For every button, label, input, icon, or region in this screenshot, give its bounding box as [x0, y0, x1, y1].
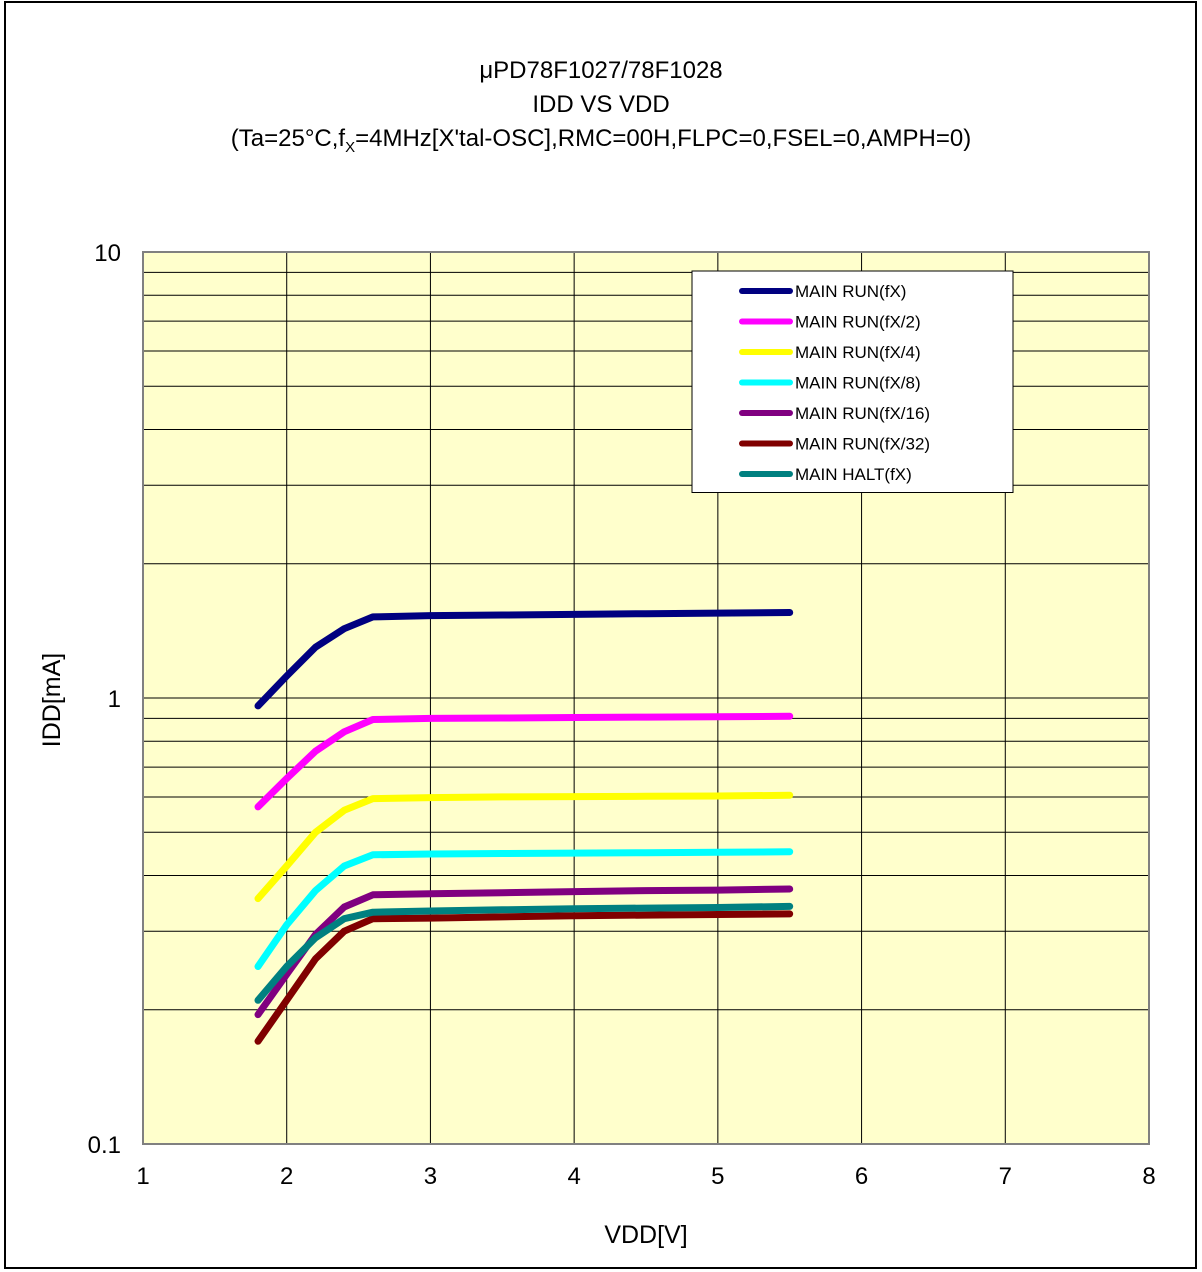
x-tick-label: 6: [855, 1163, 868, 1190]
conditions-prefix: (Ta=25°C,f: [230, 125, 346, 152]
conditions-subscript: X: [345, 139, 356, 156]
x-tick-label: 1: [136, 1163, 149, 1190]
x-tick-label: 2: [280, 1163, 293, 1190]
legend-label: MAIN HALT(fX): [795, 465, 912, 484]
x-tick-label: 7: [999, 1163, 1012, 1190]
x-axis-ticks: 1 2 3 4 5 6 7 8: [136, 1163, 1155, 1190]
y-tick-label: 1: [108, 686, 121, 713]
conditions-suffix: =4MHz[X'tal-OSC],RMC=00H,FLPC=0,FSEL=0,A…: [355, 125, 972, 152]
y-tick-label: 0.1: [88, 1132, 121, 1159]
legend-label: MAIN RUN(fX): [795, 282, 906, 301]
legend-label: MAIN RUN(fX/32): [795, 435, 930, 454]
x-tick-label: 3: [424, 1163, 437, 1190]
legend-label: MAIN RUN(fX/8): [795, 374, 921, 393]
legend-label: MAIN RUN(fX/4): [795, 343, 921, 362]
series-line-2: [254, 712, 794, 811]
legend: MAIN RUN(fX) MAIN RUN(fX/2) MAIN RUN(fX/4)…: [691, 270, 1014, 493]
y-axis-label: IDD[mA]: [38, 653, 66, 747]
series-line-6: [254, 910, 794, 1045]
x-tick-label: 4: [567, 1163, 580, 1190]
plot-border: [142, 251, 1150, 1145]
chart-subtitle: IDD VS VDD: [532, 91, 670, 118]
chart-conditions: (Ta=25°C,fX=4MHz[X'tal-OSC],RMC=00H,FLPC…: [0, 125, 1202, 156]
series-line-3: [254, 791, 794, 903]
legend-label: MAIN RUN(fX/2): [795, 313, 921, 332]
x-tick-label: 8: [1142, 1163, 1155, 1190]
series-lines: [254, 609, 794, 1045]
legend-label: MAIN RUN(fX/16): [795, 404, 930, 423]
y-axis-ticks: 0.1 1 10: [88, 240, 121, 1159]
series-line-7: [254, 902, 794, 1004]
series-line-1: [254, 609, 794, 710]
series-line-4: [254, 848, 794, 970]
y-tick-label: 10: [94, 240, 121, 267]
x-axis-label: VDD[V]: [604, 1221, 687, 1249]
chart-title: μPD78F1027/78F1028: [479, 57, 723, 84]
x-tick-label: 5: [711, 1163, 724, 1190]
